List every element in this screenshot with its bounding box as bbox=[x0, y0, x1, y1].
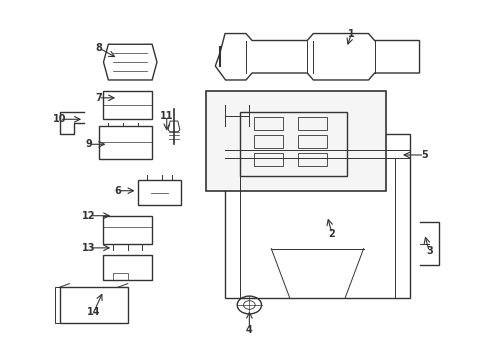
Bar bbox=[297, 135, 326, 148]
Bar bbox=[103, 91, 152, 119]
Text: 8: 8 bbox=[95, 43, 102, 53]
Text: 7: 7 bbox=[95, 93, 102, 103]
Text: 13: 13 bbox=[82, 243, 96, 253]
Text: 1: 1 bbox=[347, 28, 354, 39]
Text: 11: 11 bbox=[160, 111, 173, 121]
Text: 14: 14 bbox=[87, 307, 101, 317]
Bar bbox=[99, 126, 152, 158]
Bar bbox=[205, 91, 385, 191]
Bar bbox=[103, 255, 152, 280]
Bar bbox=[297, 153, 326, 166]
Text: 4: 4 bbox=[245, 325, 252, 335]
Text: 9: 9 bbox=[85, 139, 92, 149]
Bar bbox=[254, 117, 283, 130]
Bar bbox=[297, 117, 326, 130]
Bar bbox=[254, 135, 283, 148]
Bar bbox=[60, 287, 127, 323]
Text: 2: 2 bbox=[328, 229, 335, 239]
Text: 6: 6 bbox=[115, 186, 121, 196]
Text: 3: 3 bbox=[425, 247, 432, 256]
Bar bbox=[224, 134, 409, 298]
Text: 10: 10 bbox=[53, 114, 66, 124]
Bar bbox=[239, 112, 346, 176]
Text: 12: 12 bbox=[82, 211, 96, 221]
Bar bbox=[254, 153, 283, 166]
Bar bbox=[137, 180, 181, 205]
Text: 5: 5 bbox=[420, 150, 427, 160]
Bar bbox=[103, 216, 152, 244]
